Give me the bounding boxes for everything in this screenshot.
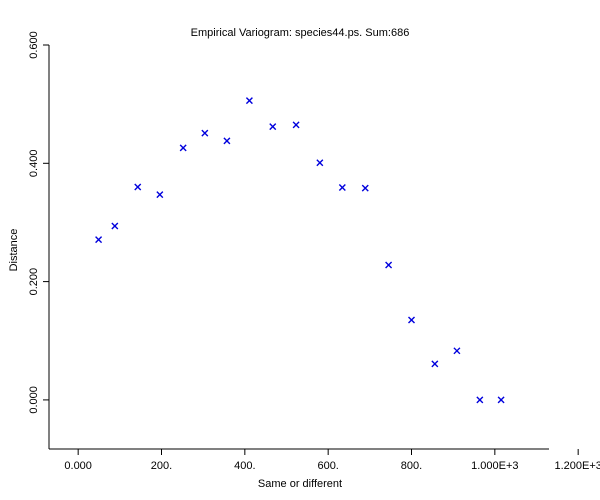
data-point	[476, 396, 484, 404]
data-point	[269, 123, 277, 131]
data-point	[497, 396, 505, 404]
point-stroke	[134, 183, 142, 191]
point-stroke	[179, 144, 187, 152]
point-stroke	[431, 360, 439, 368]
point-stroke	[408, 316, 415, 324]
point-stroke	[156, 191, 164, 199]
x-axis-label: Same or different	[258, 478, 342, 490]
x-tick-label: 400.	[234, 460, 255, 472]
x-tick-label: 0.000	[64, 460, 92, 472]
point-stroke	[338, 184, 346, 192]
point-stroke	[245, 97, 253, 105]
y-tick-label: 0.200	[28, 268, 40, 296]
y-tick-label: 0.600	[28, 31, 40, 59]
point-stroke	[292, 121, 300, 129]
point-stroke	[269, 123, 277, 131]
x-tick-label: 800.	[401, 460, 422, 472]
y-tick-label: 0.400	[28, 150, 40, 178]
data-point	[111, 222, 119, 230]
x-tick-label: 1.000E+3	[471, 460, 518, 472]
axes	[48, 45, 549, 450]
y-axis-ticks: 0.000 0.200 0.400 0.600	[28, 31, 49, 414]
chart-title: Empirical Variogram: species44.ps. Sum:6…	[191, 27, 410, 39]
point-stroke	[453, 347, 461, 355]
data-point	[453, 347, 461, 355]
y-axis-label: Distance	[8, 229, 20, 272]
data-point	[134, 183, 142, 191]
data-point	[95, 236, 103, 244]
point-stroke	[95, 236, 103, 244]
point-stroke	[385, 261, 393, 269]
data-point	[245, 97, 253, 105]
point-stroke	[497, 396, 505, 404]
data-point	[361, 184, 369, 192]
data-point	[431, 360, 439, 368]
x-tick-label: 600.	[317, 460, 338, 472]
x-axis-ticks: 0.000 200. 400. 600. 800. 1.000E+3 1.200E+3	[64, 449, 600, 472]
data-point	[179, 144, 187, 152]
point-stroke	[476, 396, 484, 404]
point-stroke	[316, 159, 324, 167]
x-tick-label: 200.	[151, 460, 172, 472]
data-points	[95, 97, 505, 404]
y-tick-label: 0.000	[28, 386, 40, 414]
data-point	[292, 121, 300, 129]
point-stroke	[223, 137, 231, 145]
point-stroke	[361, 184, 369, 192]
data-point	[201, 129, 209, 137]
data-point	[338, 184, 346, 192]
data-point	[223, 137, 231, 145]
data-point	[156, 191, 164, 199]
data-point	[408, 316, 415, 324]
x-tick-label: 1.200E+3	[554, 460, 600, 472]
point-stroke	[201, 129, 209, 137]
point-stroke	[111, 222, 119, 230]
data-point	[385, 261, 393, 269]
data-point	[316, 159, 324, 167]
